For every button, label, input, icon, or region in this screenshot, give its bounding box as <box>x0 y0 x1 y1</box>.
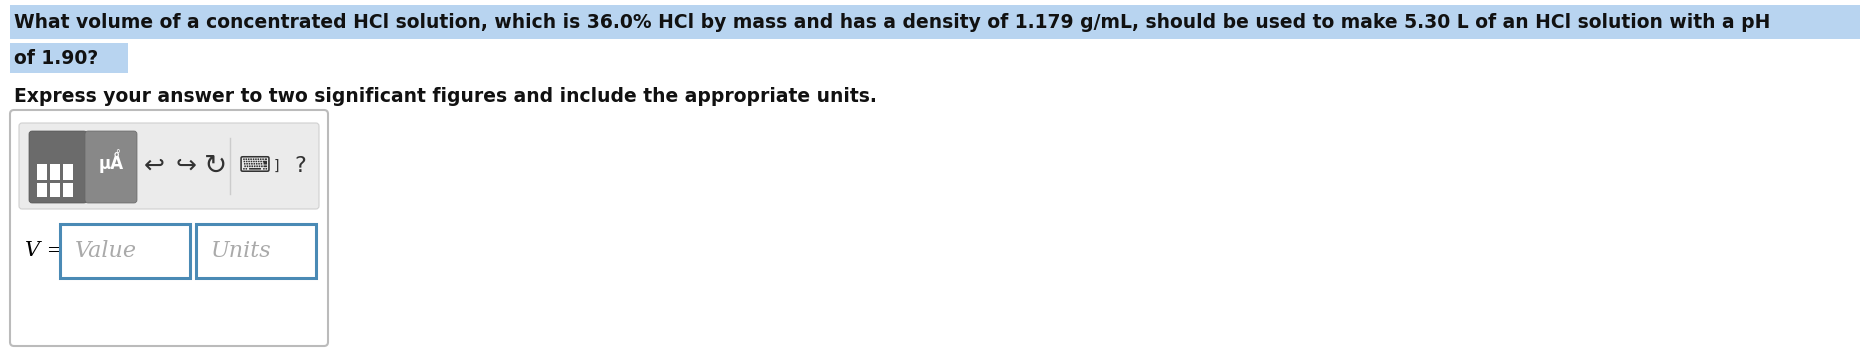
Text: ↪: ↪ <box>176 154 196 178</box>
Text: of 1.90?: of 1.90? <box>13 48 99 68</box>
Text: V =: V = <box>24 241 64 261</box>
FancyBboxPatch shape <box>9 43 127 73</box>
Text: Express your answer to two significant figures and include the appropriate units: Express your answer to two significant f… <box>13 86 877 105</box>
FancyBboxPatch shape <box>19 123 320 209</box>
FancyBboxPatch shape <box>84 131 137 203</box>
FancyBboxPatch shape <box>30 131 88 203</box>
Text: ↻: ↻ <box>204 152 228 180</box>
Text: Value: Value <box>75 240 137 262</box>
FancyBboxPatch shape <box>64 183 73 197</box>
FancyBboxPatch shape <box>50 164 60 180</box>
Text: μÅ: μÅ <box>99 153 123 173</box>
FancyBboxPatch shape <box>37 164 47 180</box>
FancyBboxPatch shape <box>196 224 316 278</box>
Text: ↩: ↩ <box>144 154 165 178</box>
FancyBboxPatch shape <box>60 224 191 278</box>
Text: ]: ] <box>273 159 279 173</box>
FancyBboxPatch shape <box>37 183 47 197</box>
FancyBboxPatch shape <box>9 110 327 346</box>
FancyBboxPatch shape <box>50 183 60 197</box>
Text: °: ° <box>116 149 120 159</box>
Text: ?: ? <box>294 156 307 176</box>
FancyBboxPatch shape <box>64 164 73 180</box>
Text: ⌨: ⌨ <box>239 156 271 176</box>
Text: What volume of a concentrated HCl solution, which is 36.0% HCl by mass and has a: What volume of a concentrated HCl soluti… <box>13 12 1771 32</box>
FancyBboxPatch shape <box>9 5 1861 39</box>
Text: Units: Units <box>211 240 271 262</box>
